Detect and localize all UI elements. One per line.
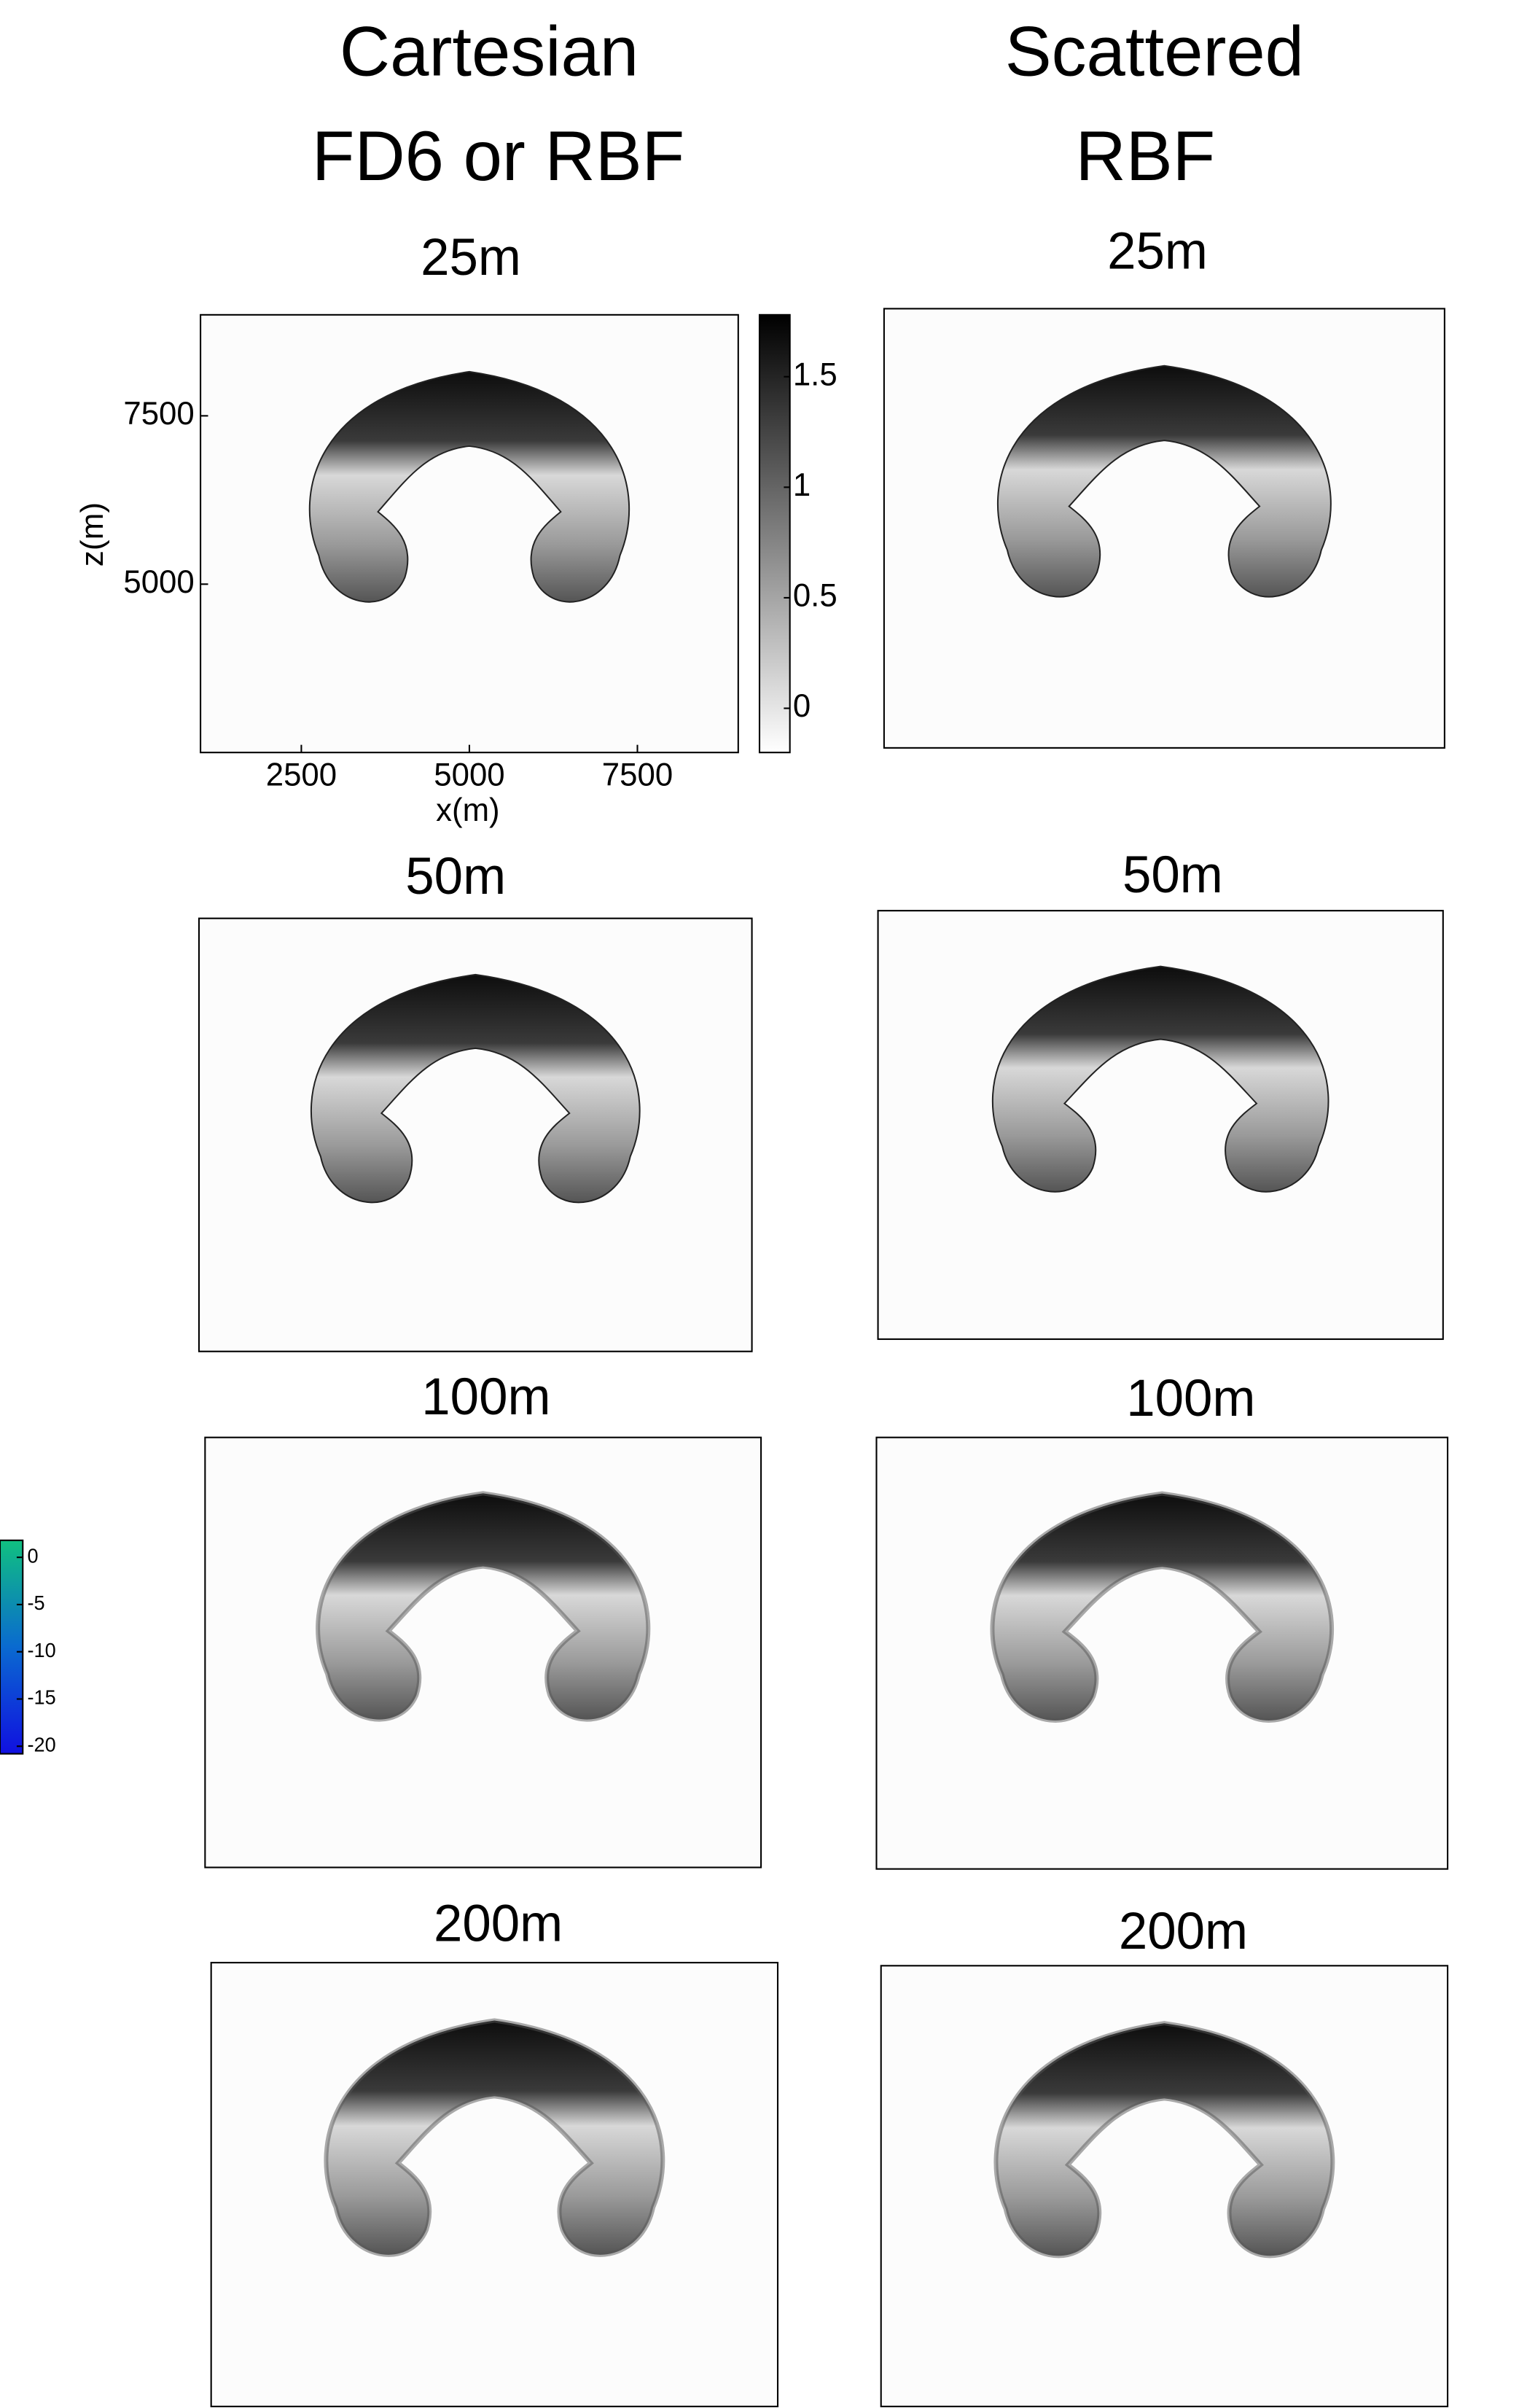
panel-title: 200m — [1119, 1903, 1248, 1960]
y-axis-label: z(m) — [74, 502, 110, 566]
column-title: Scattered — [1005, 12, 1304, 91]
panel-title: 50m — [405, 848, 506, 905]
x-axis-label: x(m) — [436, 792, 499, 828]
colorbar-tick-label: 0 — [793, 688, 811, 724]
panel-title: 100m — [1126, 1370, 1255, 1427]
colorbar-tick-label: 0.5 — [793, 577, 837, 613]
x-tick-label: 7500 — [602, 757, 673, 792]
colorbar-tick-label: -20 — [28, 1733, 56, 1756]
colorbar — [0, 1540, 23, 1754]
column-subtitle: RBF — [1075, 117, 1215, 195]
y-tick-label: 7500 — [123, 396, 194, 432]
colorbar-tick-label: 0 — [28, 1544, 39, 1567]
panel-title: 25m — [421, 229, 521, 287]
colorbar-tick-label: -15 — [28, 1686, 56, 1709]
x-tick-label: 2500 — [266, 757, 337, 792]
column-subtitle: FD6 or RBF — [312, 117, 684, 195]
y-tick-label: 5000 — [123, 564, 194, 600]
panel-title: 100m — [421, 1368, 550, 1426]
colorbar-tick-label: -10 — [28, 1639, 56, 1661]
column-title: Cartesian — [340, 12, 639, 91]
colorbar-tick-label: 1 — [793, 467, 811, 503]
colorbar — [760, 315, 790, 752]
panel-title: 50m — [1122, 846, 1223, 903]
panel-title: 25m — [1107, 222, 1208, 280]
x-tick-label: 5000 — [434, 757, 504, 792]
figure: CartesianFD6 or RBFScatteredRBF25m50m100… — [0, 0, 1519, 2408]
panel-title: 200m — [434, 1895, 563, 1952]
colorbar-tick-label: -5 — [28, 1591, 45, 1614]
colorbar-tick-label: 1.5 — [793, 356, 837, 392]
